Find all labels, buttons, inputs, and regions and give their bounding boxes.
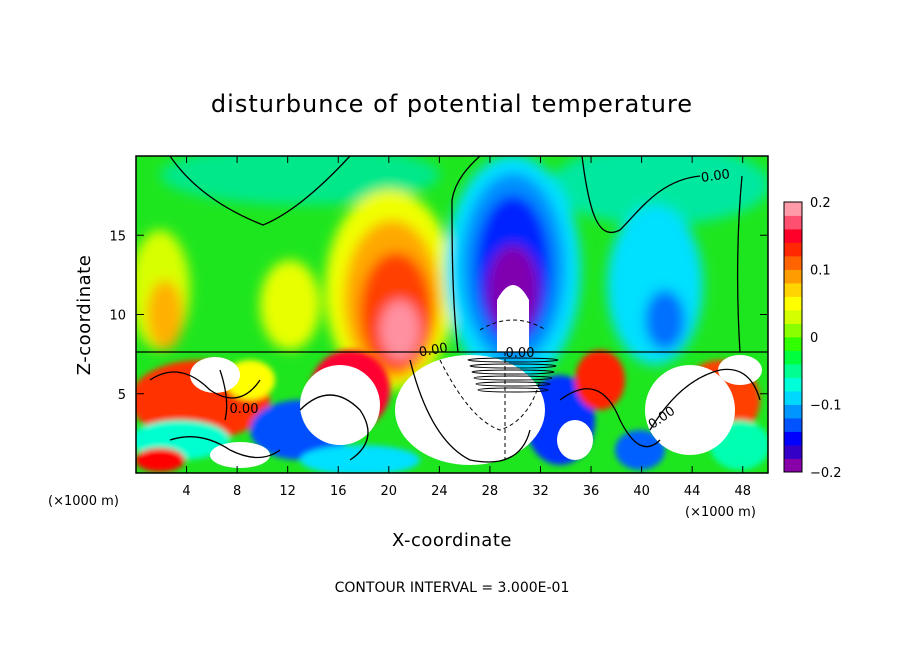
field-region <box>147 280 183 350</box>
field-region <box>645 290 685 350</box>
contour-label: 0.00 <box>230 402 259 417</box>
colorbar-swatch <box>784 202 802 216</box>
contour-line <box>736 175 743 353</box>
contour-line <box>299 394 369 461</box>
x-unit-right: (×1000 m) <box>685 505 756 520</box>
colorbar-swatch <box>784 445 802 459</box>
colorbar-tick-label: 0.2 <box>810 196 831 211</box>
contour-line <box>169 436 281 459</box>
colorbar-swatch <box>784 377 802 392</box>
y-tick-label: 10 <box>109 309 126 324</box>
colorbar-swatch <box>784 215 802 230</box>
x-tick-label: 16 <box>330 484 347 499</box>
field-region-white <box>557 420 593 460</box>
contour-line <box>581 156 701 234</box>
field-region <box>380 300 420 360</box>
field-region <box>615 430 665 470</box>
colorbar-swatch <box>784 364 802 378</box>
colorbar-tick-label: −0.1 <box>810 399 842 414</box>
x-unit-left: (×1000 m) <box>48 494 119 509</box>
colorbar-swatch <box>784 310 802 324</box>
contour-line <box>649 368 761 431</box>
colorbar-swatch <box>784 391 802 405</box>
field-region <box>575 350 625 410</box>
chart-title: disturbunce of potential temperature <box>211 90 693 118</box>
x-tick-label: 48 <box>734 484 751 499</box>
field-region-white <box>645 365 735 455</box>
contour-line <box>467 357 559 363</box>
contour-line <box>451 156 481 353</box>
x-tick-label: 20 <box>381 484 398 499</box>
plot-area: 0.000.00 0.000.00 0.00 4 8 12 16 20 24 28 32 36 40 4… <box>109 155 769 499</box>
contour-label: 0.00 <box>418 341 449 361</box>
x-tick-label: 32 <box>532 484 549 499</box>
colorbar-swatch <box>784 242 802 257</box>
contour-line-negative <box>439 359 541 431</box>
colorbar-swatch <box>784 323 802 338</box>
colorbar-swatch <box>784 269 802 284</box>
contour-interval-note: CONTOUR INTERVAL = 3.000E-01 <box>335 580 570 596</box>
x-axis-label: X-coordinate <box>392 530 512 551</box>
field-region <box>160 156 440 205</box>
x-tick-label: 36 <box>583 484 600 499</box>
colorbar-swatch <box>784 418 802 432</box>
colorbar: 0.2 0.1 0 −0.1 −0.2 <box>783 196 842 481</box>
field-region-white <box>718 355 762 385</box>
colorbar-swatch <box>784 404 802 419</box>
contour-line <box>409 359 531 463</box>
field-region-white <box>497 285 529 352</box>
field-region-white <box>300 365 380 445</box>
colorbar-swatch <box>784 283 802 297</box>
colorbar-frame <box>783 201 803 473</box>
x-tick-label: 44 <box>684 484 701 499</box>
x-tick-label: 8 <box>233 484 241 499</box>
contour-line <box>475 381 551 387</box>
colorbar-swatch <box>784 337 802 351</box>
colorbar-swatch <box>784 350 802 365</box>
y-axis-label: Z-coordinate <box>74 255 95 376</box>
x-axis: 4 8 12 16 20 24 28 32 36 40 44 48 <box>182 156 751 499</box>
contour-line <box>473 375 553 381</box>
contour-line <box>149 371 261 399</box>
y-tick-label: 15 <box>109 229 126 244</box>
contour-line <box>169 156 351 226</box>
x-tick-label: 28 <box>482 484 499 499</box>
colorbar-swatch <box>784 431 802 446</box>
colorbar-swatch <box>784 229 802 243</box>
contour-line <box>469 363 557 369</box>
y-axis: 5 10 15 <box>109 229 768 403</box>
upper-layer-blobs <box>136 156 768 390</box>
colorbar-tick-label: 0.1 <box>810 264 831 279</box>
colorbar-swatch <box>784 296 802 311</box>
colorbar-swatch <box>784 256 802 270</box>
contour-line <box>477 387 549 393</box>
contour-label: 0.00 <box>506 346 535 361</box>
x-tick-label: 12 <box>279 484 296 499</box>
field-region <box>136 448 185 472</box>
field-region-white <box>190 357 240 393</box>
heatmap-field <box>136 156 768 473</box>
field-region <box>550 156 768 225</box>
x-tick-label: 24 <box>431 484 448 499</box>
colorbar-tick-label: −0.2 <box>810 466 842 481</box>
colorbar-swatch <box>784 458 802 473</box>
contour-line <box>559 388 661 448</box>
field-region <box>300 445 420 473</box>
colorbar-tick-label: 0 <box>810 331 818 346</box>
y-tick-label: 5 <box>118 388 126 403</box>
field-region <box>260 260 320 350</box>
x-tick-label: 4 <box>182 484 190 499</box>
contour-line <box>219 369 228 421</box>
field-region-white <box>395 355 545 465</box>
x-tick-label: 40 <box>633 484 650 499</box>
field-region-white <box>210 442 270 468</box>
contour-label: 0.00 <box>700 167 731 186</box>
contour-line <box>471 369 555 375</box>
